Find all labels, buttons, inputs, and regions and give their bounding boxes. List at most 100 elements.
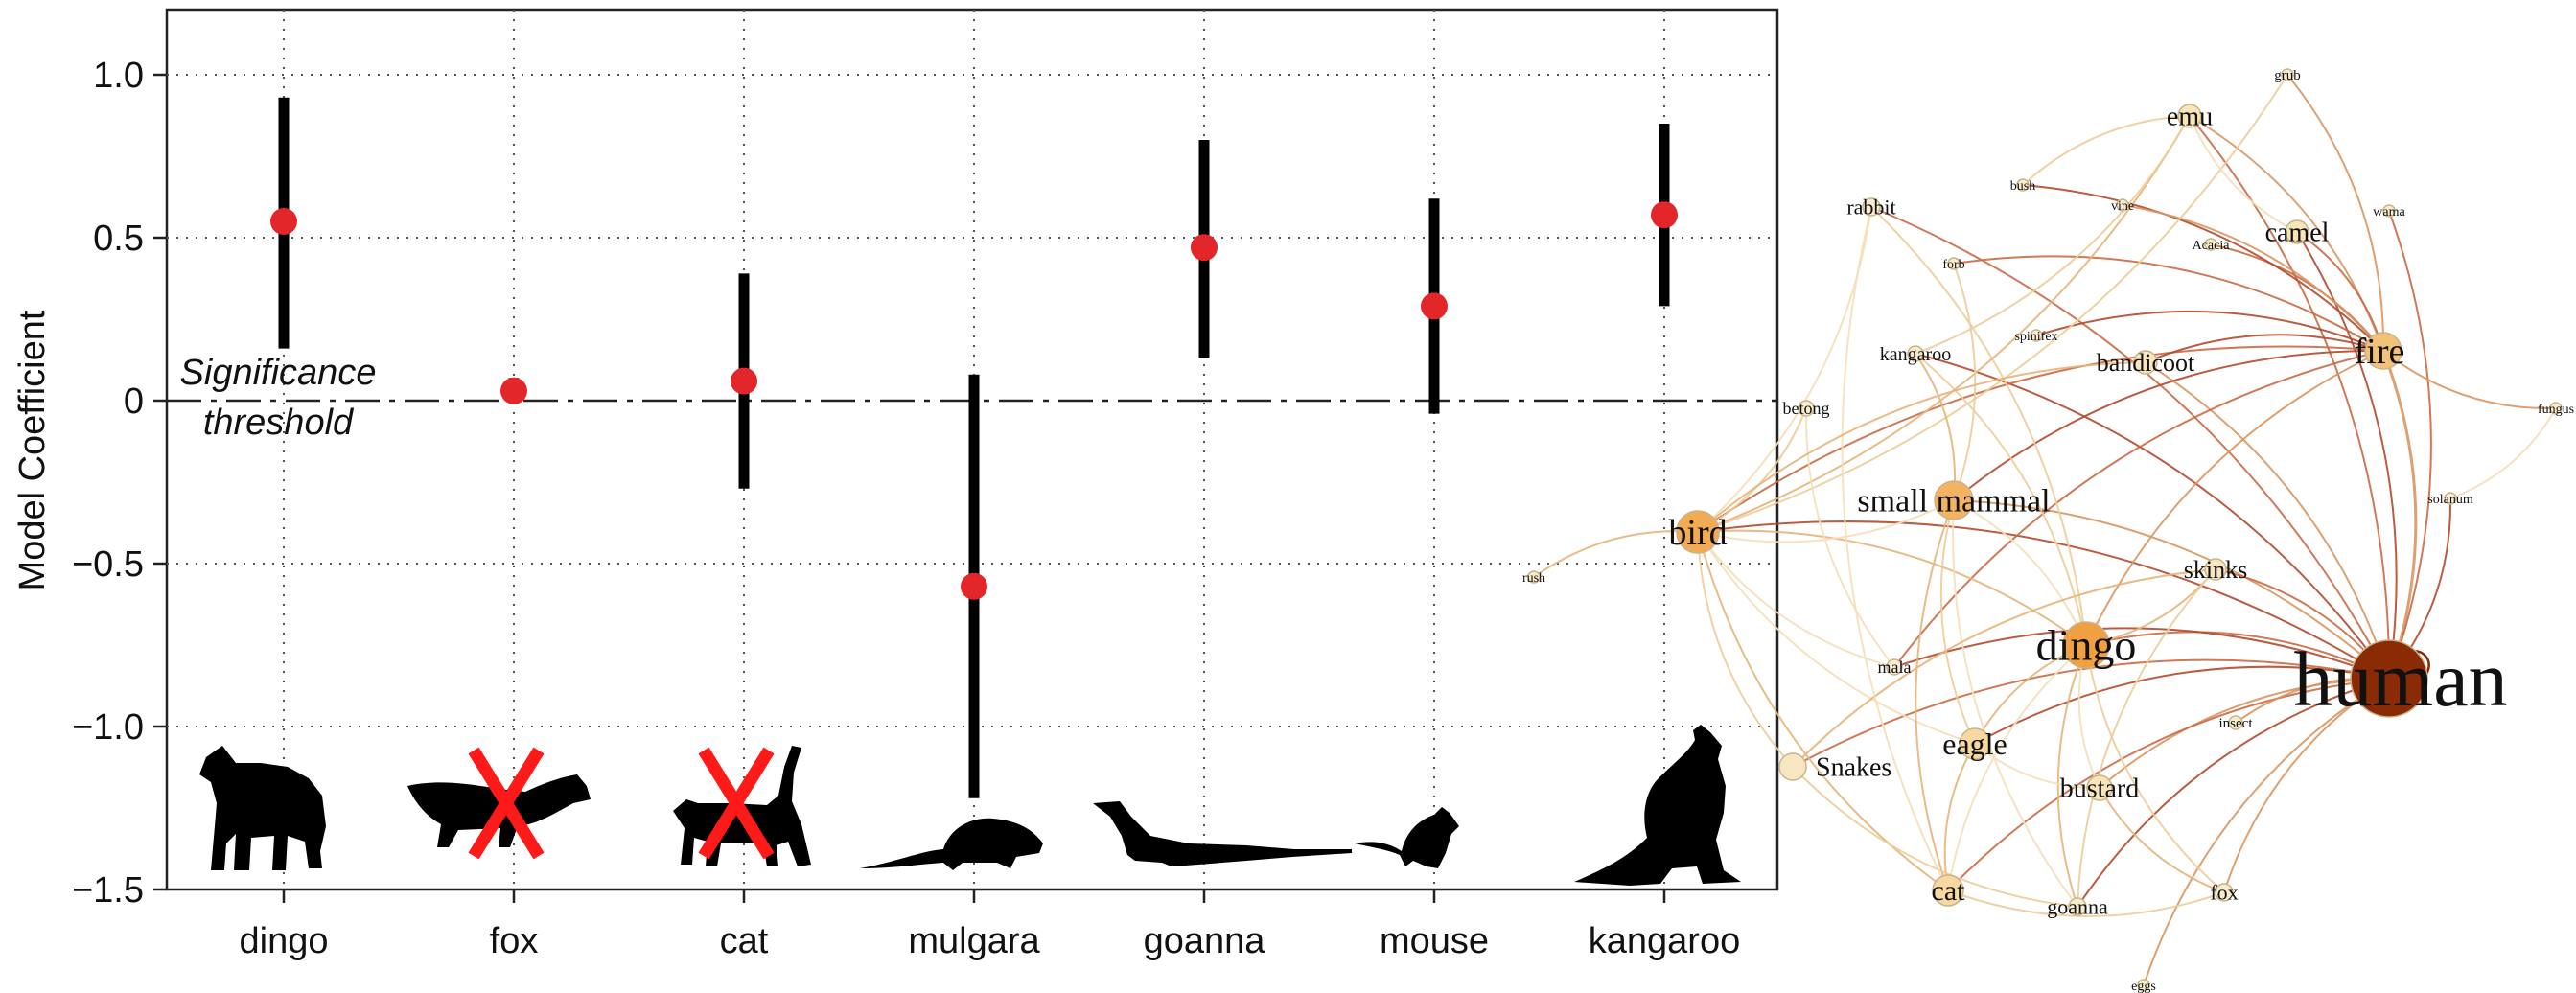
y-tick-label: −1.0 <box>72 707 144 748</box>
y-tick-label: −1.5 <box>72 870 144 911</box>
network-node-circle <box>1907 345 1924 362</box>
cross-mark-fox <box>468 747 545 860</box>
network-node-spinifex: spinifex <box>2014 329 2058 344</box>
network-node-circle <box>1676 510 1720 554</box>
network-edge <box>2286 74 2385 352</box>
network-node-circle <box>2281 68 2294 81</box>
network-node-label: bustard <box>2060 774 2139 804</box>
network-node-circle <box>2444 492 2457 505</box>
network-edge <box>2382 350 2557 410</box>
network-node-label: small mammal <box>1857 484 2050 520</box>
network-edge <box>1947 678 2390 891</box>
goanna-silhouette-icon <box>1093 801 1352 866</box>
network-node-circle <box>2364 332 2402 370</box>
network-edge <box>1697 531 1794 768</box>
x-tick-label-mulgara: mulgara <box>908 921 1040 961</box>
network-edge <box>2099 678 2390 789</box>
network-node-betong: betong <box>1783 399 1830 418</box>
network-node-label: rush <box>1522 571 1545 586</box>
network-node-circle <box>1527 570 1541 584</box>
cross-stroke <box>468 747 545 860</box>
network-edge <box>2189 115 2391 680</box>
network-edge <box>2449 407 2557 499</box>
kangaroo-silhouette-icon <box>1574 725 1741 886</box>
y-tick-label: −0.5 <box>72 544 144 585</box>
network-node-circle <box>2116 198 2129 212</box>
network-node-skinks: skinks <box>2184 556 2247 584</box>
network-edge <box>1915 353 1957 501</box>
network-node-circle <box>2549 402 2563 415</box>
network-node-circle <box>2086 774 2113 801</box>
network-node-circle <box>2062 621 2110 669</box>
network-node-circle <box>1934 480 1974 520</box>
threshold-label-line1: Significance <box>180 353 377 393</box>
network-edge <box>1952 499 2078 908</box>
network-node-vine: vine <box>2111 198 2134 214</box>
network-node-label: spinifex <box>2014 330 2057 344</box>
network-node-fire: fire <box>2355 332 2405 372</box>
x-axis: dingo fox cat mulgara goanna mouse kangaroo <box>240 889 1740 961</box>
network-node-goanna: goanna <box>2047 894 2108 918</box>
mulgara-silhouette-icon <box>860 818 1043 870</box>
network-node-label: camel <box>2265 219 2330 248</box>
network-node-label: wama <box>2373 205 2405 219</box>
network-node-eagle: eagle <box>1942 727 2007 761</box>
network-node-circle <box>2030 329 2043 342</box>
network-node-label: rabbit <box>1846 195 1895 219</box>
network-edge <box>1697 74 2288 533</box>
point-goanna <box>1191 234 1218 262</box>
network-edge <box>2143 678 2390 986</box>
network-edge <box>1947 889 2225 917</box>
network-node-small-mammal: small mammal <box>1857 480 2051 520</box>
x-tick-label-mouse: mouse <box>1380 921 1489 961</box>
network-node-label: fire <box>2355 332 2405 372</box>
network-nodes: human fire dingo bird small mammal emu camel ba… <box>1522 68 2574 993</box>
point-cat <box>731 367 757 395</box>
network-node-label: eagle <box>1942 727 2007 761</box>
network-edge <box>1792 568 2216 768</box>
network-edge <box>1947 644 2087 891</box>
x-tick-label-fox: fox <box>490 921 539 961</box>
network-node-circle <box>1959 727 1991 760</box>
network-node-circle <box>2228 715 2243 730</box>
network-node-emu: emu <box>2167 103 2213 132</box>
network-node-mala: mala <box>1878 658 1912 677</box>
network-node-circle <box>2382 204 2396 218</box>
network-edge <box>2381 350 2418 680</box>
network-node-circle <box>2215 883 2234 902</box>
mouse-silhouette-icon <box>1355 807 1459 868</box>
network-edge <box>2085 644 2225 893</box>
network-edge <box>2122 204 2384 352</box>
network-edge <box>1915 499 1955 891</box>
network-node-label: bird <box>1668 513 1727 553</box>
network-node-label: bandicoot <box>2097 349 2195 377</box>
point-estimates <box>270 201 1678 600</box>
network-node-insect: insect <box>2219 715 2254 731</box>
network-edge <box>1697 115 2191 533</box>
network-edge <box>1893 350 2384 668</box>
network-edge <box>1939 499 1976 745</box>
network-edge <box>2145 334 2384 363</box>
y-axis: 1.0 0.5 0 −0.5 −1.0 −1.5 <box>72 56 167 911</box>
plot-area-frame <box>165 8 1779 891</box>
network-edge <box>1697 531 1895 668</box>
network-node-acacia: Acacia <box>2193 238 2231 253</box>
network-edge <box>1697 531 1949 891</box>
network-edge <box>2388 210 2432 680</box>
network-node-circle <box>1798 400 1815 417</box>
network-edge <box>1915 353 2087 646</box>
network-node-wama: wama <box>2373 204 2405 219</box>
network-node-label: solanum <box>2427 493 2473 507</box>
network-edge <box>1697 345 2384 533</box>
network-node-label: insect <box>2219 716 2254 731</box>
network-node-label: Acacia <box>2193 239 2231 253</box>
network-node-label: bush <box>2010 179 2035 194</box>
network-node-grub: grub <box>2274 68 2301 83</box>
network-edge <box>2022 184 2384 352</box>
network-node-circle <box>2204 558 2227 581</box>
network-node-label: eggs <box>2131 980 2156 993</box>
network-node-rabbit: rabbit <box>1846 195 1895 219</box>
y-axis-label: Model Coefficient <box>12 310 53 590</box>
network-node-circle <box>1778 752 1807 781</box>
network-node-circle <box>1947 257 1961 270</box>
